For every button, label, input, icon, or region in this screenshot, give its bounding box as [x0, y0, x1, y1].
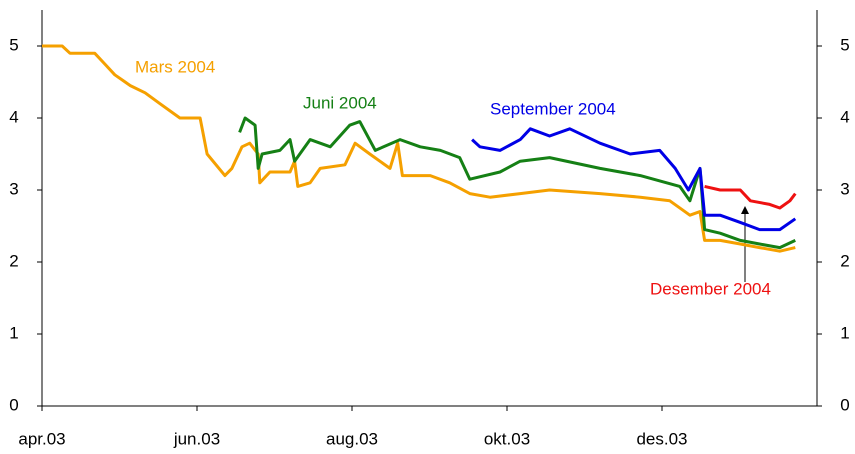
y2-tick-label: 5 — [840, 35, 849, 54]
x-tick-label: jun.03 — [173, 429, 220, 448]
series-line — [42, 44, 796, 253]
x-tick-label: aug.03 — [326, 429, 378, 448]
series-label: Juni 2004 — [303, 93, 377, 112]
series-line — [471, 127, 797, 232]
series-label: Mars 2004 — [135, 57, 215, 76]
y-tick-label: 2 — [9, 251, 18, 270]
y-tick-label: 1 — [9, 323, 18, 342]
y2-tick-label: 4 — [840, 107, 849, 126]
y2-tick-label: 0 — [840, 395, 849, 414]
series-label: Desember 2004 — [650, 279, 771, 298]
series-line — [704, 184, 797, 210]
y-tick-label: 5 — [9, 35, 18, 54]
y-tick-label: 4 — [9, 107, 18, 126]
y2-tick-label: 3 — [840, 179, 849, 198]
y2-tick-label: 2 — [840, 251, 849, 270]
x-tick-label: apr.03 — [18, 429, 65, 448]
series-label: September 2004 — [490, 99, 616, 118]
x-tick-label: okt.03 — [484, 429, 530, 448]
x-tick-label: des.03 — [636, 429, 687, 448]
y-tick-label: 3 — [9, 179, 18, 198]
y-tick-label: 0 — [9, 395, 18, 414]
series-line — [238, 116, 796, 250]
y2-tick-label: 1 — [840, 323, 849, 342]
